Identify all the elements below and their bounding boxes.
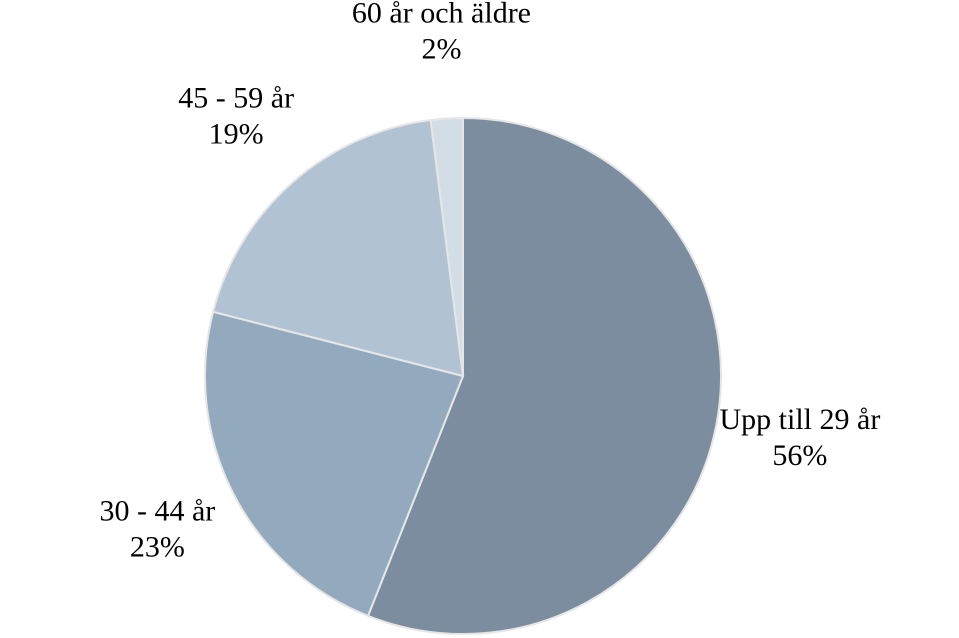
slice-value-label: 19% [209, 118, 264, 151]
pie-slice [204, 310, 465, 618]
slice-label: 45 - 59 år [178, 82, 294, 115]
slice-label: 30 - 44 år [99, 495, 215, 528]
pie-slice [429, 116, 464, 377]
slice-label: Upp till 29 år [720, 403, 881, 436]
slice-value-label: 23% [130, 531, 185, 564]
slice-value-label: 2% [421, 33, 461, 66]
pie-slice [211, 118, 465, 378]
pie-slice [366, 116, 722, 635]
slice-label: 60 år och äldre [352, 0, 531, 30]
slice-value-label: 56% [772, 439, 827, 472]
